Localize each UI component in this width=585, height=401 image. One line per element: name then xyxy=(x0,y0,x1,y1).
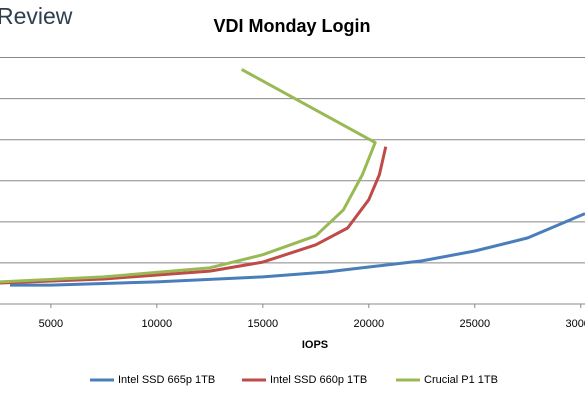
series-line xyxy=(9,212,585,287)
legend-label: Crucial P1 1TB xyxy=(424,374,498,386)
legend-label: Intel SSD 660p 1TB xyxy=(270,374,367,386)
x-tick-label: 10000 xyxy=(142,318,173,330)
x-tick-label: 5000 xyxy=(39,318,63,330)
series-line xyxy=(0,68,377,284)
x-tick-label: 15000 xyxy=(248,318,279,330)
x-tick-label: 25000 xyxy=(459,318,490,330)
legend-label: Intel SSD 665p 1TB xyxy=(118,374,215,386)
brand-logo: Review xyxy=(0,3,73,29)
x-tick-label: 20000 xyxy=(354,318,385,330)
chart-title: VDI Monday Login xyxy=(214,16,371,36)
series-line xyxy=(0,146,388,285)
x-tick-label: 30000 xyxy=(565,318,585,330)
x-axis-label: IOPS xyxy=(302,339,328,351)
